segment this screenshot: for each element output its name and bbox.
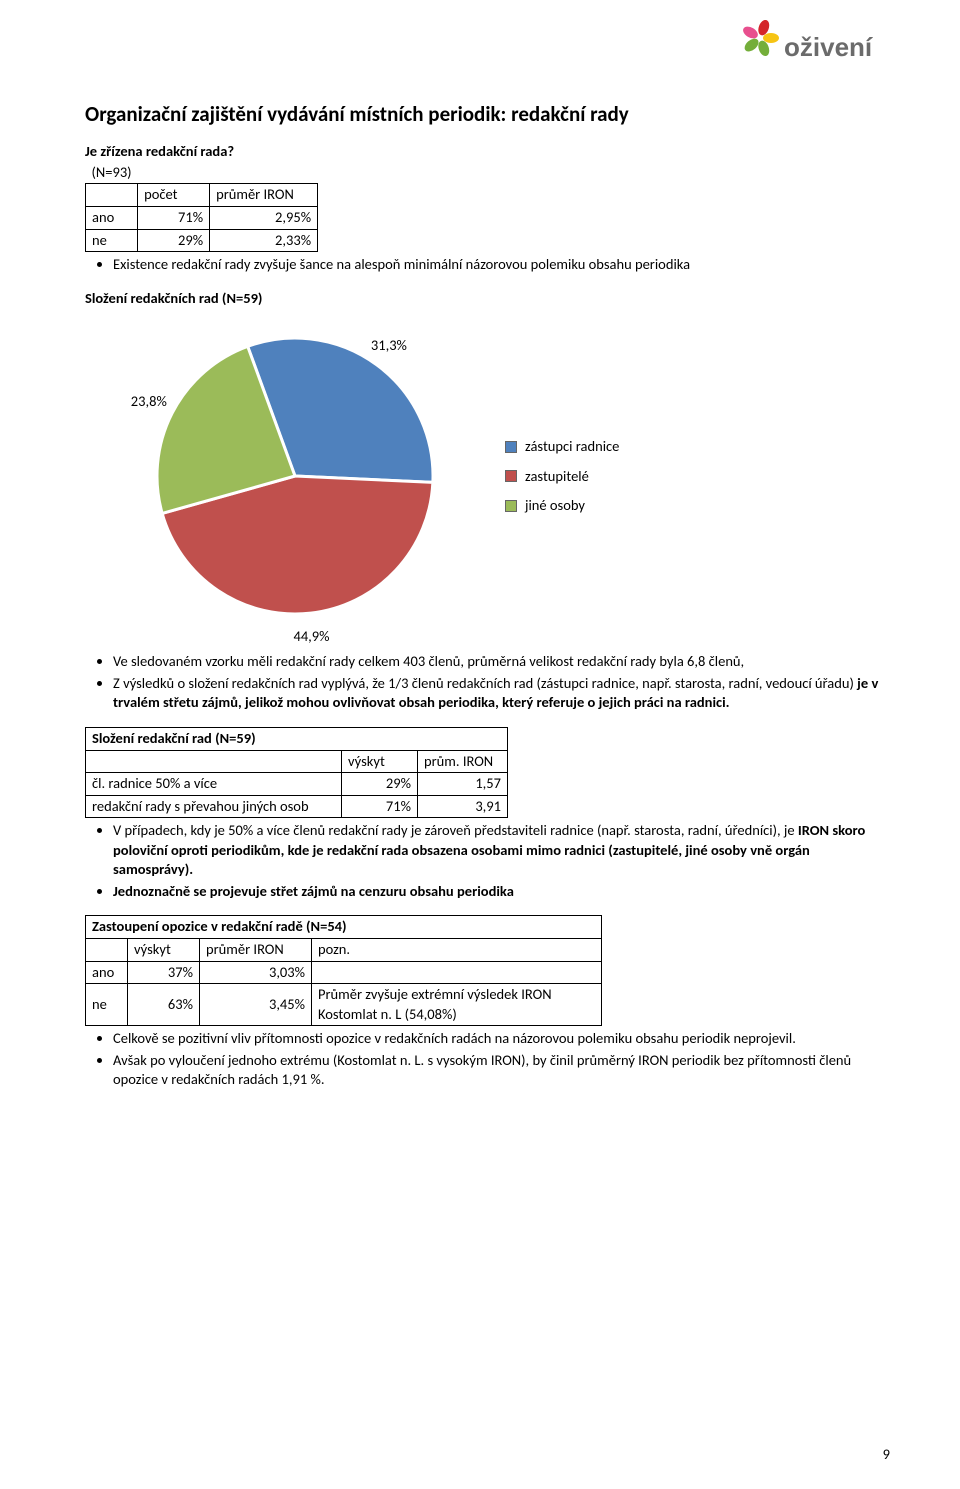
table-row: čl. radnice 50% a více 29% 1,57 bbox=[86, 773, 508, 796]
pie-label-2: 23,8% bbox=[131, 392, 167, 412]
list-item: Celkově se pozitivní vliv přítomnosti op… bbox=[113, 1029, 890, 1049]
table-row: ne 29% 2,33% bbox=[86, 229, 318, 252]
table-row: redakční rady s převahou jiných osob 71%… bbox=[86, 795, 508, 818]
table3-caption: Zastoupení opozice v redakční radě (N=54… bbox=[86, 916, 602, 939]
list-item: V případech, kdy je 50% a více členů red… bbox=[113, 821, 890, 880]
table1-caption: (N=93) bbox=[86, 162, 138, 184]
table-3: Zastoupení opozice v redakční radě (N=54… bbox=[85, 915, 602, 1026]
pie-chart: 31,3% 44,9% 23,8% bbox=[145, 326, 445, 626]
table-header: výskyt prům. IRON bbox=[86, 750, 508, 773]
table2-caption: Složení redakční rad (N=59) bbox=[86, 727, 508, 750]
legend-item: jiné osoby bbox=[505, 496, 619, 516]
legend-item: zástupci radnice bbox=[505, 437, 619, 457]
pie-label-0: 31,3% bbox=[371, 336, 407, 356]
table-header: výskyt průměr IRON pozn. bbox=[86, 939, 602, 962]
pie-legend: zástupci radnice zastupitelé jiné osoby bbox=[505, 427, 619, 526]
subhead-1: Je zřízena redakční rada? bbox=[85, 142, 890, 162]
list-item: Z výsledků o složení redakčních rad vypl… bbox=[113, 674, 890, 713]
bullets-1: Existence redakční rady zvyšuje šance na… bbox=[85, 255, 890, 275]
list-item: Existence redakční rady zvyšuje šance na… bbox=[113, 255, 890, 275]
legend-item: zastupitelé bbox=[505, 467, 619, 487]
bullets-4: Celkově se pozitivní vliv přítomnosti op… bbox=[85, 1029, 890, 1090]
list-item: Ve sledovaném vzorku měli redakční rady … bbox=[113, 652, 890, 672]
table-row: ano 71% 2,95% bbox=[86, 207, 318, 230]
bullets-2: Ve sledovaném vzorku měli redakční rady … bbox=[85, 652, 890, 713]
table-row: ne 63% 3,45% Průměr zvyšuje extrémní výs… bbox=[86, 984, 602, 1026]
page-title: Organizační zajištění vydávání místních … bbox=[85, 100, 890, 128]
table-header: počet průměr IRON bbox=[86, 184, 318, 207]
table-2: Složení redakční rad (N=59) výskyt prům.… bbox=[85, 727, 508, 818]
logo: oživení bbox=[740, 20, 890, 76]
bullets-3: V případech, kdy je 50% a více členů red… bbox=[85, 821, 890, 901]
table-row: ano 37% 3,03% bbox=[86, 961, 602, 984]
table-1: (N=93) počet průměr IRON ano 71% 2,95% n… bbox=[85, 162, 318, 252]
list-item: Jednoznačně se projevuje střet zájmů na … bbox=[113, 882, 890, 902]
pie-label-1: 44,9% bbox=[293, 627, 329, 647]
pie-chart-container: 31,3% 44,9% 23,8% zástupci radnice zastu… bbox=[85, 326, 890, 626]
list-item: Avšak po vyloučení jednoho extrému (Kost… bbox=[113, 1051, 890, 1090]
subhead-2: Složení redakčních rad (N=59) bbox=[85, 289, 890, 309]
page-number: 9 bbox=[883, 1445, 890, 1465]
logo-text: oživení bbox=[784, 32, 873, 62]
logo-petals-icon bbox=[741, 20, 779, 58]
